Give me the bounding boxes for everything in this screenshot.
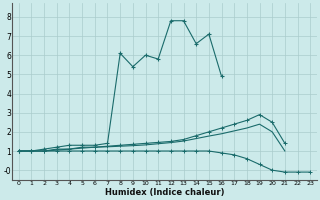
- X-axis label: Humidex (Indice chaleur): Humidex (Indice chaleur): [105, 188, 224, 197]
